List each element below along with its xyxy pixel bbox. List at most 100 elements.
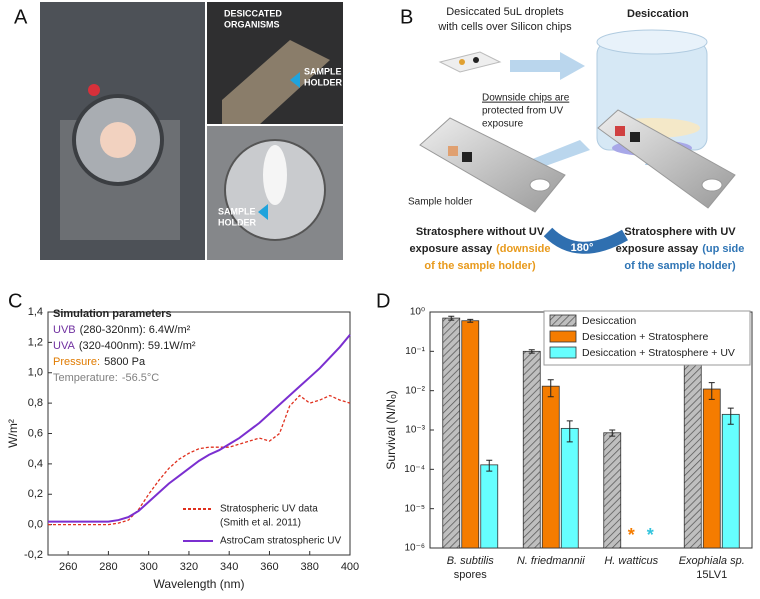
data-line [48, 394, 351, 526]
error-bar [708, 382, 715, 400]
photo-cap [88, 84, 100, 96]
bar [560, 427, 579, 549]
bar [603, 432, 622, 549]
legend-swatch [549, 330, 577, 343]
bar [702, 388, 721, 549]
text: Sample holder [408, 197, 473, 208]
x-tick-label: H. watticus [604, 555, 658, 567]
photo-plate [222, 40, 330, 124]
y-tick-label: 0,6 [28, 427, 43, 439]
droplet [459, 59, 465, 65]
annotation-key: UVB [53, 324, 76, 336]
bar [541, 385, 560, 549]
panel-label: A [14, 6, 28, 28]
bar [683, 337, 702, 549]
error-bar [486, 459, 493, 472]
photo-holder-rod [263, 145, 287, 205]
legend-box [543, 310, 751, 366]
chip [615, 126, 625, 136]
missing-marker: * [628, 525, 635, 545]
text: (up side [702, 243, 744, 255]
y-tick-label: 10⁻⁶ [404, 543, 425, 554]
hole [529, 178, 551, 192]
y-tick-label: 10⁻⁵ [404, 503, 425, 514]
annotation-key: Temperature: [53, 372, 118, 384]
data-line [48, 334, 351, 523]
annotation-title: Simulation parameters [53, 308, 172, 320]
y-tick-label: 1,4 [28, 306, 43, 318]
x-tick-label: spores [454, 569, 488, 581]
x-tick-label: 360 [260, 561, 278, 573]
y-axis-label: W/m² [6, 419, 20, 448]
x-tick-label: 400 [341, 561, 359, 573]
legend-label: (Smith et al. 2011) [220, 518, 301, 529]
text: of the sample holder) [624, 260, 736, 272]
text: Stratosphere with UV [624, 226, 736, 238]
x-tick-label: 380 [301, 561, 319, 573]
y-tick-label: 10⁻⁴ [404, 464, 425, 475]
bar [461, 320, 480, 549]
x-tick-label: 320 [180, 561, 198, 573]
annotation: UVA (320-400nm): 59.1W/m² [53, 340, 196, 352]
text: Desiccated 5uL droplets [446, 6, 564, 18]
label: SAMPLE [218, 206, 256, 216]
y-tick-label: 10⁰ [410, 307, 425, 318]
text: Desiccation [627, 8, 689, 20]
label: ORGANISMS [224, 19, 280, 29]
photo-glow [100, 122, 136, 158]
chip [630, 132, 640, 142]
error-bar [566, 420, 573, 443]
annotation: Temperature: -56.5°C [53, 372, 159, 384]
legend-label: Desiccation + Stratosphere [582, 331, 709, 343]
label: DESICCATED [224, 8, 282, 18]
arrow [530, 140, 590, 168]
chip [462, 152, 472, 162]
panel-b: Desiccated 5uL droplets with cells over … [408, 6, 744, 272]
label: HOLDER [304, 77, 343, 87]
annotation-value: (320-400nm): 59.1W/m² [79, 340, 196, 352]
hole [701, 178, 723, 192]
y-tick-label: 1,2 [28, 336, 43, 348]
error-bar [448, 315, 455, 321]
droplet [473, 57, 479, 63]
panel-a: DESICCATED ORGANISMS SAMPLE HOLDER SAMPL… [40, 2, 343, 260]
panel-label: D [376, 290, 390, 312]
annotation: UVB (280-320nm): 6.4W/m² [53, 324, 191, 336]
text: 180° [571, 242, 594, 254]
legend-label: AstroCam stratospheric UV [220, 536, 341, 547]
y-axis-label: Survival (N/Nₒ) [384, 390, 398, 469]
label: HOLDER [218, 217, 257, 227]
bar [480, 464, 499, 549]
error-bar [609, 429, 616, 437]
chip [448, 146, 458, 156]
text: exposure assay [410, 243, 493, 255]
legend-label: Desiccation [582, 315, 636, 327]
text: (downside [496, 243, 550, 255]
legend-label: Stratospheric UV data [220, 504, 318, 515]
x-tick-label: Exophiala sp. [679, 555, 745, 567]
text: exposure [482, 119, 524, 130]
y-tick-label: 0,8 [28, 397, 43, 409]
arrow [510, 52, 585, 80]
bar [721, 413, 740, 549]
error-bar [727, 407, 734, 425]
y-tick-label: 1,0 [28, 367, 43, 379]
text: Downside chips are [482, 93, 570, 104]
x-tick-label: 340 [220, 561, 238, 573]
bar [442, 317, 461, 549]
error-bar [528, 349, 535, 354]
text: exposure assay [616, 243, 699, 255]
arrow [258, 204, 268, 220]
text: of the sample holder) [424, 260, 536, 272]
rotation-arrow [543, 227, 628, 254]
text: exposure assay (downside [410, 243, 551, 255]
panel-label: B [400, 6, 413, 28]
chips [438, 51, 502, 73]
x-tick-label: 15LV1 [696, 569, 727, 581]
annotation-value: 5800 Pa [104, 356, 146, 368]
bar [522, 350, 541, 549]
x-tick-label: B. subtilis [447, 555, 495, 567]
legend-swatch [549, 314, 577, 327]
y-tick-label: 0,4 [28, 458, 43, 470]
